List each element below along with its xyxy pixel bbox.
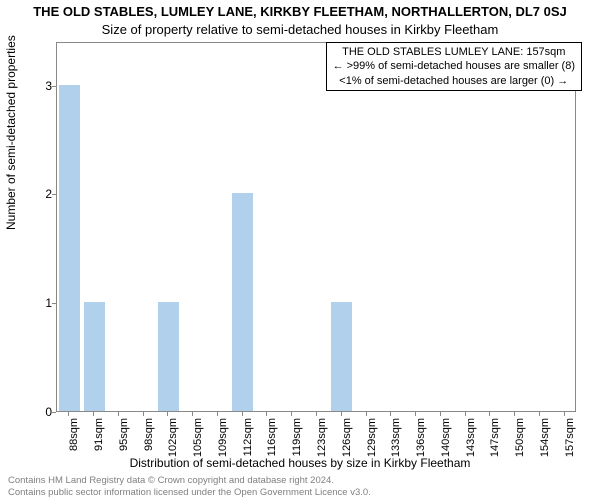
legend-line-2: ← >99% of semi-detached houses are small…	[333, 59, 575, 73]
y-tick-label: 2	[45, 187, 52, 201]
x-tick-mark	[489, 412, 490, 416]
x-axis-label: Distribution of semi-detached houses by …	[0, 456, 600, 470]
chart-title-sub: Size of property relative to semi-detach…	[0, 22, 600, 37]
x-tick-mark	[465, 412, 466, 416]
x-tick-mark	[291, 412, 292, 416]
chart-attribution: Contains HM Land Registry data © Crown c…	[8, 475, 371, 498]
y-axis-label: Number of semi-detached properties	[4, 35, 18, 230]
chart-title-main: THE OLD STABLES, LUMLEY LANE, KIRKBY FLE…	[0, 4, 600, 19]
x-tick-mark	[316, 412, 317, 416]
chart-bar	[59, 85, 80, 411]
legend-line-3: <1% of semi-detached houses are larger (…	[333, 74, 575, 88]
x-tick-mark	[539, 412, 540, 416]
x-tick-mark	[242, 412, 243, 416]
chart-bar	[331, 302, 352, 411]
attribution-line-2: Contains public sector information licen…	[8, 487, 371, 498]
attribution-line-1: Contains HM Land Registry data © Crown c…	[8, 475, 371, 486]
x-tick-mark	[440, 412, 441, 416]
x-tick-mark	[217, 412, 218, 416]
y-tick-label: 3	[45, 79, 52, 93]
y-tick-mark	[52, 412, 56, 413]
y-tick-label: 1	[45, 296, 52, 310]
x-tick-mark	[167, 412, 168, 416]
x-tick-mark	[68, 412, 69, 416]
x-tick-mark	[564, 412, 565, 416]
x-tick-mark	[366, 412, 367, 416]
chart-plot-area	[56, 42, 576, 412]
x-tick-mark	[341, 412, 342, 416]
y-tick-label: 0	[45, 405, 52, 419]
legend-line-1: THE OLD STABLES LUMLEY LANE: 157sqm	[333, 45, 575, 59]
chart-bar	[232, 193, 253, 411]
chart-bar	[84, 302, 105, 411]
x-tick-mark	[514, 412, 515, 416]
chart-bar	[158, 302, 179, 411]
chart-legend: THE OLD STABLES LUMLEY LANE: 157sqm ← >9…	[326, 42, 582, 91]
x-tick-mark	[118, 412, 119, 416]
x-tick-mark	[192, 412, 193, 416]
x-tick-mark	[143, 412, 144, 416]
x-tick-mark	[415, 412, 416, 416]
x-tick-mark	[266, 412, 267, 416]
x-tick-mark	[390, 412, 391, 416]
x-tick-mark	[93, 412, 94, 416]
